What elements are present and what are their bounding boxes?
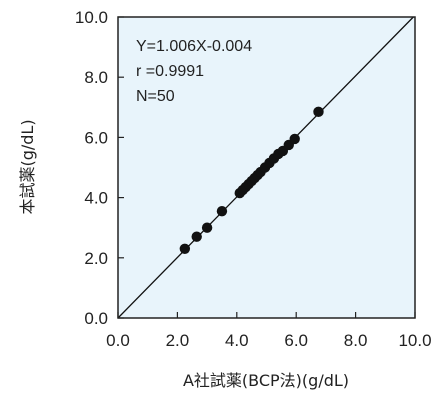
stat-r: r =0.9991 [136,63,204,80]
stat-n: N=50 [136,88,175,105]
x-tick-label: 2.0 [166,331,190,350]
y-tick-label: 0.0 [84,309,108,328]
stat-equation: Y=1.006X-0.004 [136,38,252,55]
y-axis: 0.0 2.0 4.0 6.0 8.0 10.0 [75,8,124,328]
x-tick-label: 4.0 [225,331,249,350]
data-point [313,106,324,118]
x-tick-label: 10.0 [398,331,431,350]
x-axis-title: A社試薬(BCP法)(g/dL) [183,371,349,390]
x-tick-label: 8.0 [344,331,368,350]
data-point [201,222,213,233]
y-tick-label: 6.0 [84,128,108,147]
y-tick-label: 10.0 [75,8,108,27]
data-points [179,106,324,254]
plot-frame [117,16,416,319]
y-axis-title: 本試薬(g/dL) [18,119,37,214]
x-axis: 0.0 2.0 4.0 6.0 8.0 10.0 [106,312,432,350]
data-point [289,133,300,145]
data-point [216,205,228,217]
x-tick-label: 6.0 [284,331,308,350]
y-tick-label: 8.0 [84,68,108,87]
y-tick-label: 4.0 [84,189,108,208]
data-point [191,231,202,242]
x-tick-label: 0.0 [106,331,130,350]
y-tick-label: 2.0 [84,249,108,268]
data-point [179,243,191,254]
